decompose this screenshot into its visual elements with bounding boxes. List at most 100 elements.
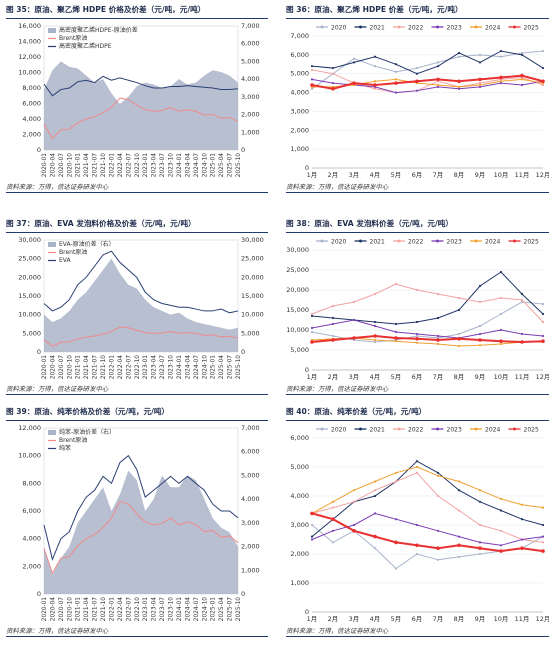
data-point bbox=[436, 338, 440, 342]
data-point bbox=[520, 292, 524, 296]
legend-label: 高密度聚乙烯HDPE-原油价差 bbox=[59, 26, 138, 34]
data-point bbox=[457, 543, 461, 548]
data-point bbox=[394, 518, 398, 521]
data-point bbox=[520, 546, 524, 550]
legend-label: 纯苯-原油价差（右） bbox=[59, 428, 115, 436]
legend-label: 高密度聚乙烯HDPE bbox=[59, 42, 112, 50]
data-point bbox=[478, 85, 482, 89]
y-tick: 2,000 bbox=[290, 550, 309, 558]
legend-marker bbox=[513, 239, 516, 243]
x-tick-label: 2024-01 bbox=[177, 355, 183, 380]
x-tick-label: 2022-07 bbox=[126, 597, 132, 622]
data-point bbox=[373, 512, 377, 515]
data-point bbox=[394, 340, 398, 343]
y-tick-left: 0 bbox=[37, 590, 41, 598]
x-tick-label: 2022-10 bbox=[135, 597, 141, 622]
legend-swatch bbox=[48, 242, 56, 247]
series-area bbox=[44, 470, 238, 594]
x-tick-label: 2022-07 bbox=[126, 153, 132, 178]
data-point bbox=[499, 82, 503, 85]
chart-source: 资料来源：万得，信达证券研发中心 bbox=[6, 384, 268, 395]
data-point bbox=[331, 500, 335, 503]
data-point bbox=[373, 340, 377, 344]
y-tick-left: 4,000 bbox=[22, 535, 41, 543]
x-tick-label: 2024-10 bbox=[202, 153, 208, 178]
legend-swatch bbox=[48, 28, 56, 33]
y-tick-right: 2,000 bbox=[241, 111, 260, 119]
data-point bbox=[478, 489, 482, 492]
x-tick-label: 2025-04 bbox=[219, 153, 225, 178]
y-tick-right: 2,000 bbox=[241, 543, 260, 551]
legend-label: EVA bbox=[59, 257, 72, 264]
y-tick: 1,000 bbox=[290, 145, 309, 153]
y-tick: 0 bbox=[305, 164, 309, 172]
data-point bbox=[520, 53, 524, 56]
y-tick-left: 0 bbox=[37, 146, 41, 154]
x-tick-label: 11月 bbox=[515, 171, 530, 179]
data-point bbox=[331, 334, 335, 338]
x-tick-label: 2023-01 bbox=[143, 153, 149, 178]
legend-marker bbox=[397, 25, 401, 29]
data-point bbox=[436, 292, 440, 296]
data-point bbox=[373, 65, 377, 68]
legend-marker bbox=[320, 25, 324, 29]
x-tick-label: 2020-10 bbox=[67, 597, 73, 622]
x-tick-label: 2023-10 bbox=[169, 355, 175, 380]
data-point bbox=[541, 302, 545, 306]
data-point bbox=[457, 555, 461, 558]
data-point bbox=[415, 543, 419, 548]
y-tick: 5,000 bbox=[290, 346, 309, 354]
data-point bbox=[415, 66, 419, 70]
series-line bbox=[311, 50, 544, 75]
y-tick-left: 6,000 bbox=[22, 507, 41, 515]
x-tick-label: 2020-07 bbox=[59, 153, 65, 178]
y-tick-right: 30,000 bbox=[241, 236, 264, 244]
y-tick-right: 10,000 bbox=[241, 311, 264, 319]
x-tick-label: 2021-04 bbox=[84, 355, 90, 380]
chart-source: 资料来源：万得，信达证券研发中心 bbox=[286, 384, 549, 395]
data-point bbox=[520, 78, 524, 81]
data-point bbox=[499, 342, 503, 346]
legend-label: Brent原油 bbox=[59, 436, 87, 444]
x-tick-label: 2023-04 bbox=[152, 355, 158, 380]
chart-panel-38: 图 38：原油、EVA 发泡料价差（元/吨，元/吨） 0 5,000 10,000 1… bbox=[286, 218, 549, 396]
y-tick: 30,000 bbox=[286, 246, 309, 254]
y-tick-right: 1,000 bbox=[241, 566, 260, 574]
data-point bbox=[499, 312, 503, 316]
legend-marker bbox=[474, 239, 478, 243]
x-tick-label: 2020-10 bbox=[67, 153, 73, 178]
series-line bbox=[311, 466, 544, 514]
data-point bbox=[415, 552, 419, 556]
data-point bbox=[373, 87, 377, 90]
data-point bbox=[499, 296, 503, 300]
x-tick-label: 2020-04 bbox=[50, 355, 56, 380]
data-point bbox=[478, 541, 482, 544]
x-tick-label: 7月 bbox=[433, 615, 444, 623]
data-point bbox=[415, 471, 419, 474]
data-point bbox=[436, 546, 440, 550]
series-line bbox=[311, 319, 544, 339]
x-tick-label: 8月 bbox=[454, 373, 465, 381]
data-point bbox=[331, 82, 335, 85]
x-tick-label: 4月 bbox=[370, 373, 381, 381]
x-tick-label: 2023-04 bbox=[152, 597, 158, 622]
legend-label: 2022 bbox=[408, 24, 423, 31]
x-tick-label: 2月 bbox=[328, 171, 339, 179]
data-point bbox=[478, 83, 482, 87]
data-point bbox=[394, 78, 398, 81]
x-tick-label: 5月 bbox=[391, 373, 402, 381]
data-point bbox=[331, 87, 335, 91]
chart-title: 图 38：原油、EVA 发泡料价差（元/吨，元/吨） bbox=[286, 218, 549, 233]
y-tick: 25,000 bbox=[286, 266, 309, 274]
x-tick-label: 2月 bbox=[328, 373, 339, 381]
data-point bbox=[394, 567, 398, 570]
data-point bbox=[310, 83, 314, 87]
data-point bbox=[331, 304, 335, 308]
legend-label: 2020 bbox=[331, 426, 346, 433]
y-tick-right: 15,000 bbox=[241, 292, 264, 300]
data-point bbox=[352, 489, 356, 492]
y-tick-right: 3,000 bbox=[241, 519, 260, 527]
data-point bbox=[520, 298, 524, 302]
x-tick-label: 2025-01 bbox=[211, 153, 217, 178]
data-point bbox=[415, 337, 419, 341]
